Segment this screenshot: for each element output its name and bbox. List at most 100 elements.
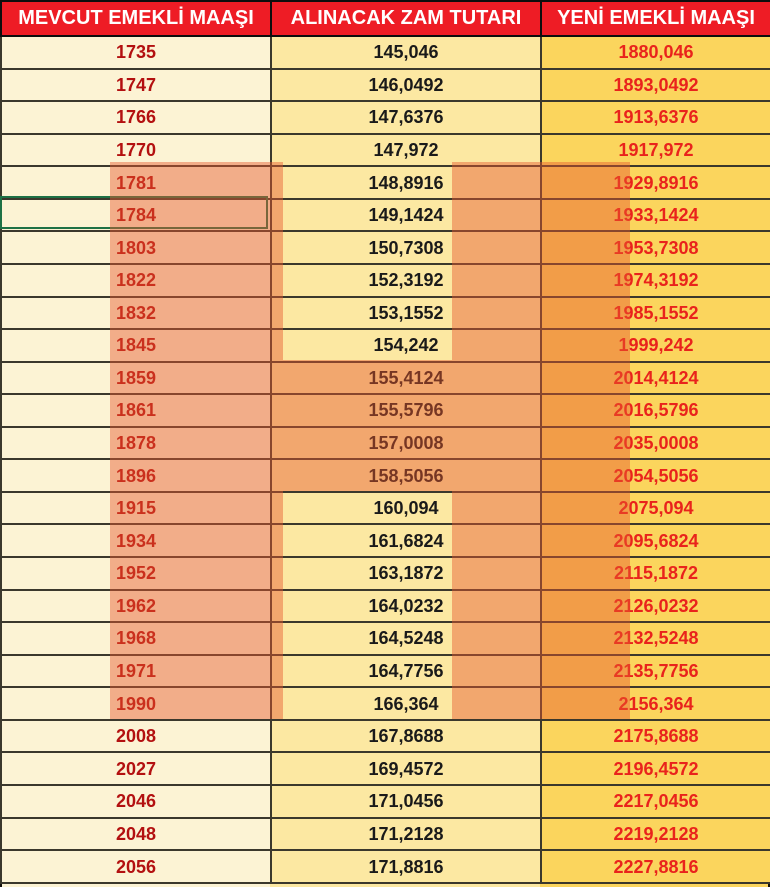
cell-zam[interactable]: 147,6376	[270, 100, 542, 135]
cell-yeni[interactable]: 1985,1552	[540, 295, 770, 331]
cell-mevcut[interactable]: 1859	[0, 360, 272, 396]
column-header-raise-amount[interactable]: ALINACAK ZAM TUTARI	[270, 0, 542, 37]
cell-yeni[interactable]: 1953,7308	[540, 230, 770, 265]
cell-mevcut[interactable]: 2008	[0, 718, 272, 754]
cell-yeni[interactable]: 1880,046	[540, 35, 770, 70]
cell-yeni[interactable]: 2217,0456	[540, 783, 770, 819]
cell-mevcut[interactable]: 1766	[0, 100, 272, 135]
cell-yeni[interactable]: 1917,972	[540, 132, 770, 168]
table-row: 1971 164,7756 2135,7756	[0, 653, 770, 689]
cell-mevcut[interactable]: 1832	[0, 295, 272, 331]
table-row: 1822 152,3192 1974,3192	[0, 262, 770, 298]
cell-zam[interactable]: 171,0456	[270, 783, 542, 819]
cell-mevcut[interactable]: 1878	[0, 425, 272, 461]
table-row: 2046 171,0456 2217,0456	[0, 783, 770, 819]
table-row: 1861 155,5796 2016,5796	[0, 393, 770, 428]
cell-yeni[interactable]: 2219,2128	[540, 816, 770, 852]
table-row: 2048 171,2128 2219,2128	[0, 816, 770, 852]
cell-zam[interactable]: 157,0008	[270, 425, 542, 461]
cell-mevcut[interactable]: 1952	[0, 556, 272, 591]
cell-zam[interactable]: 158,5056	[270, 458, 542, 493]
cell-mevcut[interactable]: 1735	[0, 35, 272, 70]
cell-zam[interactable]: 146,0492	[270, 67, 542, 103]
cell-zam[interactable]: 153,1552	[270, 295, 542, 331]
cell-mevcut[interactable]: 1845	[0, 328, 272, 363]
table-row: 1990 166,364 2156,364	[0, 686, 770, 721]
cell-yeni[interactable]: 2115,1872	[540, 556, 770, 591]
cell-yeni[interactable]: 1893,0492	[540, 67, 770, 103]
table-row: 1952 163,1872 2115,1872	[0, 556, 770, 591]
cell-mevcut[interactable]: 1770	[0, 132, 272, 168]
table-row: 1934 161,6824 2095,6824	[0, 523, 770, 558]
cell-yeni[interactable]: 2054,5056	[540, 458, 770, 493]
cell-yeni[interactable]: 2014,4124	[540, 360, 770, 396]
cell-mevcut[interactable]: 1784	[0, 197, 272, 233]
cell-yeni[interactable]: 2035,0008	[540, 425, 770, 461]
cell-yeni[interactable]: 2175,8688	[540, 718, 770, 754]
cell-zam[interactable]: 167,8688	[270, 718, 542, 754]
cell-zam[interactable]: 147,972	[270, 132, 542, 168]
table-row: 1735 145,046 1880,046	[0, 35, 770, 70]
cell-yeni[interactable]: 2227,8816	[540, 849, 770, 884]
cell-mevcut[interactable]: 2056	[0, 849, 272, 884]
table-row: 1747 146,0492 1893,0492	[0, 67, 770, 103]
table-row: 1766 147,6376 1913,6376	[0, 100, 770, 135]
cell-mevcut[interactable]: 1861	[0, 393, 272, 428]
cell-zam[interactable]: 164,7756	[270, 653, 542, 689]
cell-yeni[interactable]: 1933,1424	[540, 197, 770, 233]
cell-zam[interactable]: 145,046	[270, 35, 542, 70]
cell-mevcut[interactable]: 1962	[0, 588, 272, 624]
table-row: 2056 171,8816 2227,8816	[0, 849, 770, 884]
cell-yeni[interactable]: 2126,0232	[540, 588, 770, 624]
cell-mevcut[interactable]: 1990	[0, 686, 272, 721]
cell-zam[interactable]: 169,4572	[270, 751, 542, 786]
cell-mevcut[interactable]: 1896	[0, 458, 272, 493]
cell-yeni[interactable]: 1913,6376	[540, 100, 770, 135]
cell-mevcut[interactable]: 1803	[0, 230, 272, 265]
cell-zam[interactable]: 154,242	[270, 328, 542, 363]
cell-zam[interactable]: 166,364	[270, 686, 542, 721]
cell-zam[interactable]: 164,0232	[270, 588, 542, 624]
cell-mevcut[interactable]: 2048	[0, 816, 272, 852]
column-header-current-pension[interactable]: MEVCUT EMEKLİ MAAŞI	[0, 0, 272, 37]
cell-zam[interactable]: 161,6824	[270, 523, 542, 558]
cell-yeni[interactable]: 2016,5796	[540, 393, 770, 428]
cell-mevcut[interactable]: 1934	[0, 523, 272, 558]
cell-yeni[interactable]: 1999,242	[540, 328, 770, 363]
cell-zam[interactable]: 150,7308	[270, 230, 542, 265]
cell-zam[interactable]: 171,8816	[270, 849, 542, 884]
cell-zam[interactable]: 163,1872	[270, 556, 542, 591]
cell-yeni[interactable]: 1929,8916	[540, 165, 770, 200]
cell-yeni[interactable]: 2156,364	[540, 686, 770, 721]
table-row: 2008 167,8688 2175,8688	[0, 718, 770, 754]
cell-mevcut[interactable]: 1968	[0, 621, 272, 656]
cell-yeni[interactable]: 2132,5248	[540, 621, 770, 656]
cell-mevcut[interactable]: 2046	[0, 783, 272, 819]
cell-mevcut[interactable]: 1971	[0, 653, 272, 689]
cell-mevcut[interactable]: 1915	[0, 490, 272, 526]
cell-zam[interactable]: 164,5248	[270, 621, 542, 656]
cell-zam[interactable]: 152,3192	[270, 262, 542, 298]
column-header-new-pension[interactable]: YENİ EMEKLİ MAAŞI	[540, 0, 770, 37]
table-row: 1962 164,0232 2126,0232	[0, 588, 770, 624]
cell-yeni[interactable]: 2135,7756	[540, 653, 770, 689]
table-body: 1735 145,046 1880,046 1747 146,0492 1893,0492…	[0, 35, 770, 884]
cell-zam[interactable]: 171,2128	[270, 816, 542, 852]
table-row: 1770 147,972 1917,972	[0, 132, 770, 168]
cell-yeni[interactable]: 2196,4572	[540, 751, 770, 786]
cell-zam[interactable]: 155,4124	[270, 360, 542, 396]
cell-zam[interactable]: 148,8916	[270, 165, 542, 200]
cell-mevcut[interactable]: 1747	[0, 67, 272, 103]
cell-mevcut[interactable]: 1822	[0, 262, 272, 298]
cell-mevcut[interactable]: 2027	[0, 751, 272, 786]
cell-zam[interactable]: 160,094	[270, 490, 542, 526]
cell-yeni[interactable]: 1974,3192	[540, 262, 770, 298]
cell-mevcut[interactable]: 1781	[0, 165, 272, 200]
cell-zam[interactable]: 149,1424	[270, 197, 542, 233]
cell-zam[interactable]: 155,5796	[270, 393, 542, 428]
cell-yeni[interactable]: 2075,094	[540, 490, 770, 526]
cell-yeni[interactable]: 2095,6824	[540, 523, 770, 558]
table-row: 1784 149,1424 1933,1424	[0, 197, 770, 233]
